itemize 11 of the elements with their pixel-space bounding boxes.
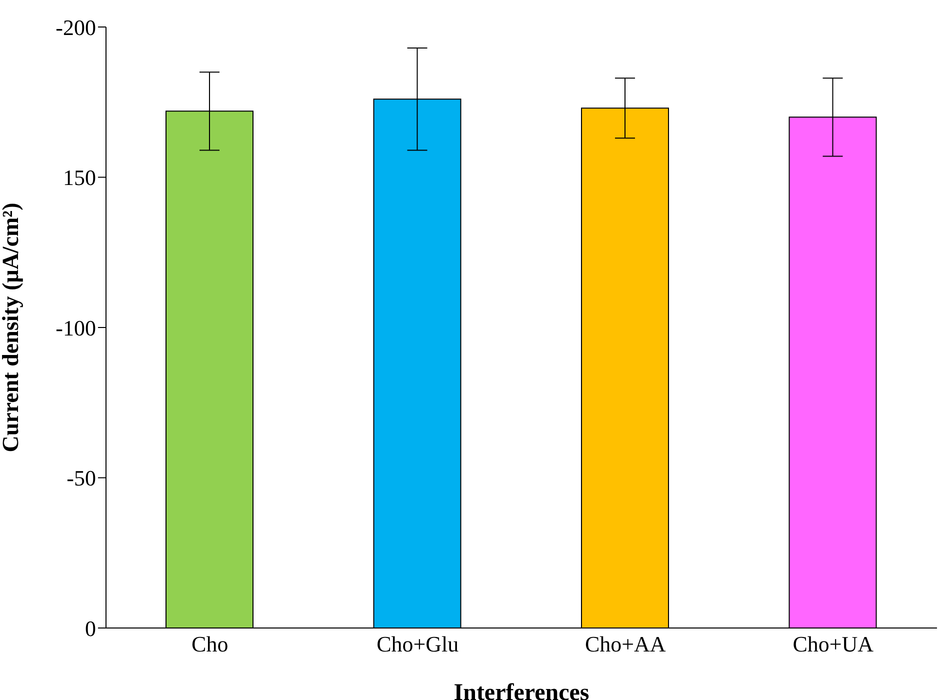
y-tick-label: 150 [63, 165, 96, 190]
x-axis-title: Interferences [454, 680, 590, 700]
y-tick-label: -200 [56, 14, 96, 40]
x-tick-label: Cho+Glu [376, 632, 459, 657]
x-tick-label: Cho+UA [792, 632, 874, 657]
y-tick-label: -50 [66, 466, 96, 491]
x-tick-label: Cho [192, 632, 228, 657]
x-tick-label: Cho+AA [584, 632, 666, 657]
y-tick-label: -100 [56, 315, 96, 340]
y-axis-title: Current density (μA/cm²) [0, 202, 24, 452]
y-tick-label: 0 [85, 616, 96, 641]
